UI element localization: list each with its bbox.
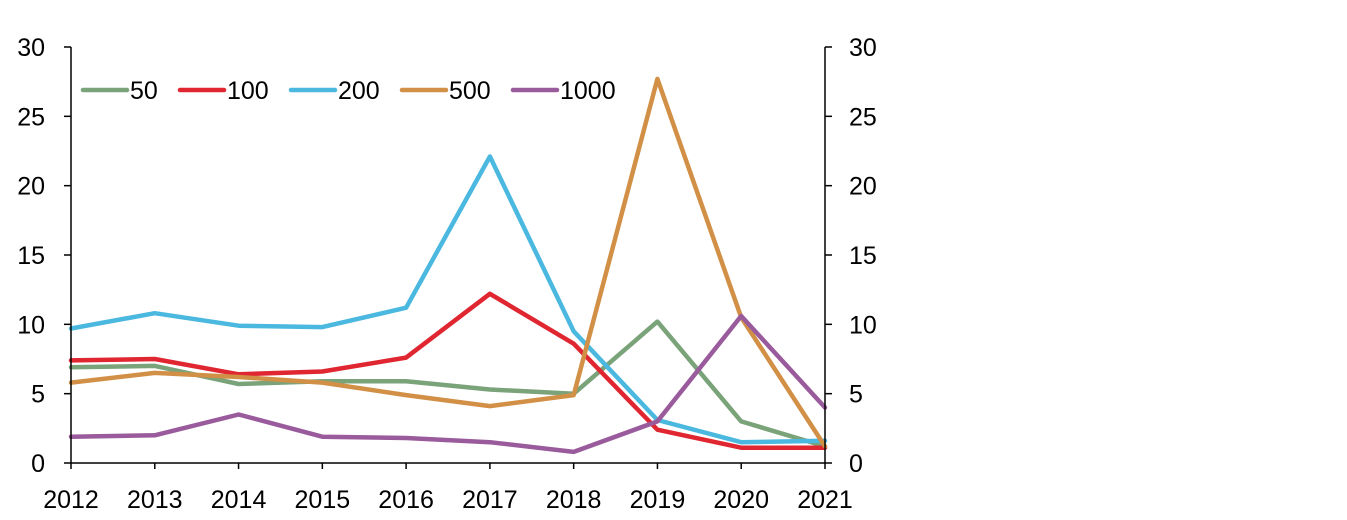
x-axis: 2012 2013 2014 2015 2016 2017 2018 2019 2020 2021 — [43, 463, 853, 514]
right-y-axis: 0 5 10 15 20 25 30 — [825, 34, 877, 478]
x-tick-label: 2017 — [462, 486, 518, 514]
y-tick-label-right: 25 — [849, 103, 877, 131]
x-tick-label: 2019 — [630, 486, 686, 514]
y-tick-label-right: 5 — [849, 381, 863, 409]
plot-frame — [70, 47, 826, 464]
legend-label-200: 200 — [338, 77, 380, 105]
y-tick-label-right: 10 — [849, 311, 877, 339]
y-tick-label-left: 20 — [17, 173, 45, 201]
legend: 50 100 200 500 1000 — [80, 77, 616, 105]
left-y-axis: 0 5 10 15 20 25 30 — [17, 34, 71, 478]
y-tick-label-left: 5 — [31, 381, 45, 409]
y-tick-label-right: 30 — [849, 34, 877, 62]
y-tick-label-left: 10 — [17, 311, 45, 339]
series-line-100 — [68, 291, 828, 450]
y-tick-label-left: 15 — [17, 242, 45, 270]
x-tick-label: 2014 — [211, 486, 267, 514]
legend-label-100: 100 — [227, 77, 269, 105]
x-tick-label: 2012 — [43, 486, 99, 514]
x-tick-label: 2015 — [295, 486, 351, 514]
x-tick-label: 2016 — [378, 486, 434, 514]
legend-label-500: 500 — [449, 77, 491, 105]
y-tick-label-left: 0 — [31, 450, 45, 478]
x-tick-label: 2018 — [546, 486, 602, 514]
x-tick-label: 2021 — [797, 486, 853, 514]
y-tick-label-right: 15 — [849, 242, 877, 270]
legend-label-1000: 1000 — [560, 77, 616, 105]
series-line-1000 — [68, 313, 828, 455]
y-tick-label-left: 30 — [17, 34, 45, 62]
y-tick-label-left: 25 — [17, 103, 45, 131]
y-tick-label-right: 0 — [849, 450, 863, 478]
legend-label-50: 50 — [130, 77, 158, 105]
y-tick-label-right: 20 — [849, 173, 877, 201]
x-tick-label: 2013 — [127, 486, 183, 514]
x-tick-label: 2020 — [713, 486, 769, 514]
series-line-200 — [68, 154, 828, 445]
series-line-500 — [68, 76, 828, 449]
series-lines — [68, 76, 828, 455]
